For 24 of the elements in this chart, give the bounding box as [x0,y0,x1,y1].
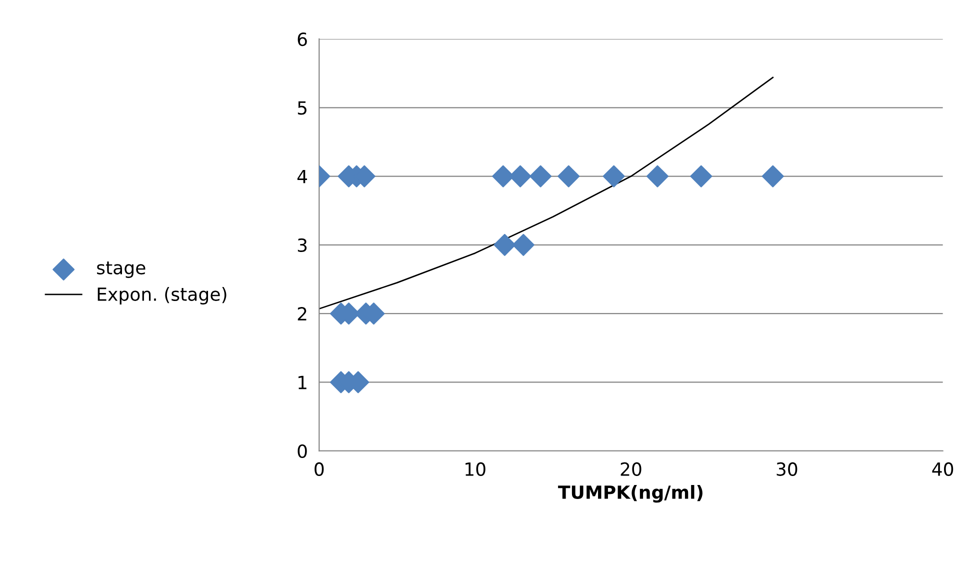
point [512,234,534,256]
line-series [319,76,774,310]
point [530,165,552,188]
x-tick-label: 40 [932,462,954,476]
point [690,165,712,188]
y-tick-label: 4 [297,170,308,184]
y-tick-label: 3 [298,238,307,252]
point [602,165,625,188]
x-axis-title: TUMPK(ng/ml) [558,485,702,503]
point [558,165,580,188]
legend-label: Expon. (stage) [98,287,226,304]
x-tick-label: 0 [314,462,324,476]
legend-label: stage [97,262,146,278]
x-tick-label: 10 [466,462,486,476]
point [646,165,668,188]
point [494,234,516,256]
y-tick-label: 2 [298,307,306,320]
y-tick-label: 6 [298,32,307,46]
x-tick-label: 20 [620,462,642,476]
y-tick-label: 0 [298,444,307,458]
point [762,165,784,188]
y-tick-label: 5 [298,101,306,115]
y-tick-label: 1 [298,376,306,390]
x-tick-label: 30 [776,462,798,476]
